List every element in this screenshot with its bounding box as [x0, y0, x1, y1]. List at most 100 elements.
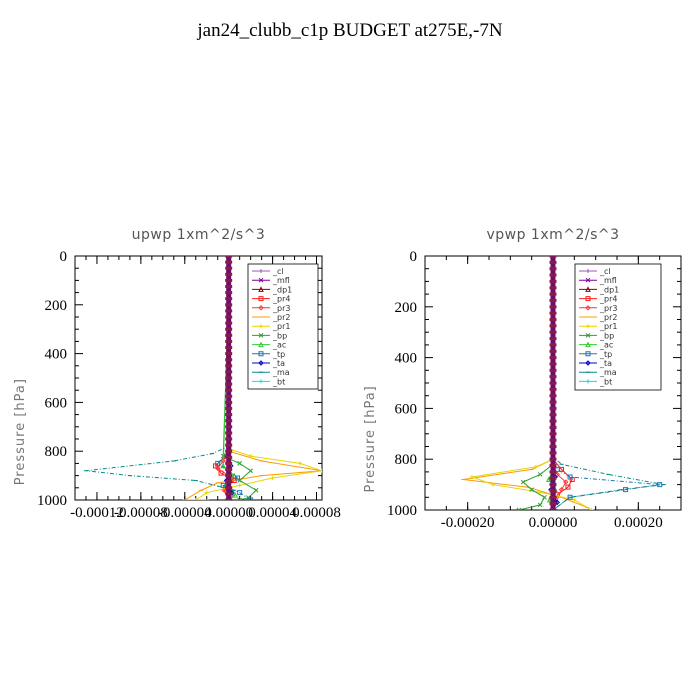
- zero-profile-marker: [549, 311, 557, 315]
- zero-profile-marker: [225, 256, 233, 258]
- y-axis-label: Pressure [hPa]: [363, 385, 378, 492]
- legend-label: _mfl: [599, 276, 617, 285]
- series-point-bp: [237, 461, 243, 466]
- series-point-pr1: [270, 476, 275, 481]
- zero-profile-marker: [225, 333, 233, 337]
- series-line-pr1: [195, 256, 322, 500]
- x-tick-label: 0.00008: [292, 505, 341, 521]
- zero-profile-marker: [225, 431, 233, 435]
- legend-marker: [585, 333, 591, 338]
- legend-label: _mfl: [272, 276, 290, 285]
- zero-profile-marker: [549, 483, 557, 487]
- zero-profile-marker: [225, 364, 233, 368]
- legend-label: _pr3: [272, 304, 290, 313]
- x-tick-label: -0.00012: [70, 505, 124, 521]
- zero-profile-marker: [225, 388, 233, 392]
- series-point-pr1: [248, 454, 253, 459]
- zero-profile-marker: [225, 498, 233, 500]
- zero-profile-marker: [549, 476, 557, 480]
- zero-profile-marker: [225, 309, 233, 313]
- series-point-tp: [215, 460, 221, 466]
- zero-profile-marker: [225, 382, 233, 386]
- series-point-tp: [567, 474, 573, 480]
- series-group: [461, 256, 666, 510]
- zero-profile-marker: [225, 443, 233, 447]
- legend-label: _tp: [272, 350, 285, 359]
- zero-profile-marker: [549, 502, 557, 506]
- zero-profile-marker: [225, 272, 233, 276]
- zero-profile-marker: [549, 267, 557, 271]
- legend-label: _ac: [272, 341, 286, 350]
- series-point-ta: [554, 499, 560, 506]
- zero-profile-marker: [549, 413, 557, 417]
- series-point-tp: [567, 494, 573, 500]
- series-point-pr1: [572, 497, 577, 502]
- series-point-pr1: [533, 464, 538, 469]
- series-point-bp: [537, 472, 543, 477]
- zero-profile-marker: [225, 492, 233, 496]
- panel-title: upwp 1xm^2/s^3: [132, 227, 266, 243]
- zero-profile-marker: [549, 343, 557, 347]
- zero-profile-marker: [225, 449, 233, 453]
- series-point-pr1: [469, 474, 474, 479]
- zero-profile-marker: [549, 508, 557, 510]
- zero-profile-marker: [225, 455, 233, 459]
- series-point-pr1: [491, 482, 496, 487]
- zero-profile-marker: [225, 486, 233, 490]
- legend-marker: [585, 360, 591, 366]
- zero-profile-marker: [549, 457, 557, 461]
- x-tick-label: 0.00000: [204, 505, 253, 521]
- zero-profile-marker: [549, 451, 557, 455]
- zero-profile-marker: [549, 387, 557, 391]
- legend-marker: [259, 269, 263, 273]
- zero-profile-marker: [225, 291, 233, 295]
- series-point-pr1: [204, 490, 209, 495]
- series-point-pr3: [215, 465, 221, 471]
- series-line-bp: [518, 256, 554, 510]
- legend-label: _tp: [599, 350, 612, 359]
- legend-label: _bp: [272, 331, 287, 340]
- zero-profile-marker: [549, 273, 557, 277]
- zero-profile-marker: [549, 286, 557, 290]
- y-tick-label: 800: [45, 444, 68, 460]
- series-point-bp: [237, 497, 243, 500]
- legend-marker: [258, 351, 264, 357]
- x-tick-label: -0.00020: [441, 515, 495, 531]
- zero-profile-marker: [225, 297, 233, 301]
- legend: _cl_mfl_dp1_pr4_pr3_pr2_pr1_bp_ac_tp_ta_…: [247, 263, 319, 390]
- zero-profile-marker: [225, 346, 233, 349]
- zero-profile-marker: [549, 349, 557, 353]
- legend-label: _pr4: [599, 295, 617, 304]
- x-tick-label: -0.00008: [114, 505, 168, 521]
- y-tick-label: 200: [45, 298, 68, 314]
- legend-label: _bp: [599, 331, 614, 340]
- legend-marker: [258, 305, 264, 311]
- series-point-tp: [234, 475, 240, 481]
- zero-profile-marker: [225, 480, 233, 484]
- legend-marker: [586, 324, 590, 329]
- legend-label: _dp1: [272, 285, 292, 294]
- legend-marker: [585, 296, 591, 302]
- zero-profile-marker: [225, 468, 233, 471]
- panel-title: vpwp 1xm^2/s^3: [486, 227, 619, 243]
- series-point-tp: [248, 497, 254, 500]
- series-point-bp: [248, 468, 253, 474]
- zero-profile-marker: [225, 370, 233, 374]
- series-point-pr1: [589, 508, 594, 510]
- series-line-pr2: [463, 256, 588, 508]
- zero-profile-marker: [549, 337, 557, 341]
- series-point-bp: [537, 502, 543, 508]
- legend-label: _pr2: [272, 313, 290, 322]
- zero-profile-marker: [225, 474, 233, 478]
- zero-profile-marker: [225, 400, 233, 404]
- zero-profile-marker: [225, 339, 233, 343]
- zero-profile-marker: [549, 400, 557, 404]
- zero-profile-marker: [549, 375, 557, 379]
- legend-marker: [258, 277, 264, 283]
- series-point-bp: [516, 507, 522, 510]
- zero-profile-marker: [549, 368, 557, 372]
- series-point-bp: [529, 487, 535, 493]
- legend-label: _ta: [599, 359, 612, 368]
- chart-panel-1: upwp 1xm^2/s^3 Pressure [hPa] 0 200 400 600 80…: [13, 227, 341, 521]
- zero-profile-marker: [549, 419, 557, 423]
